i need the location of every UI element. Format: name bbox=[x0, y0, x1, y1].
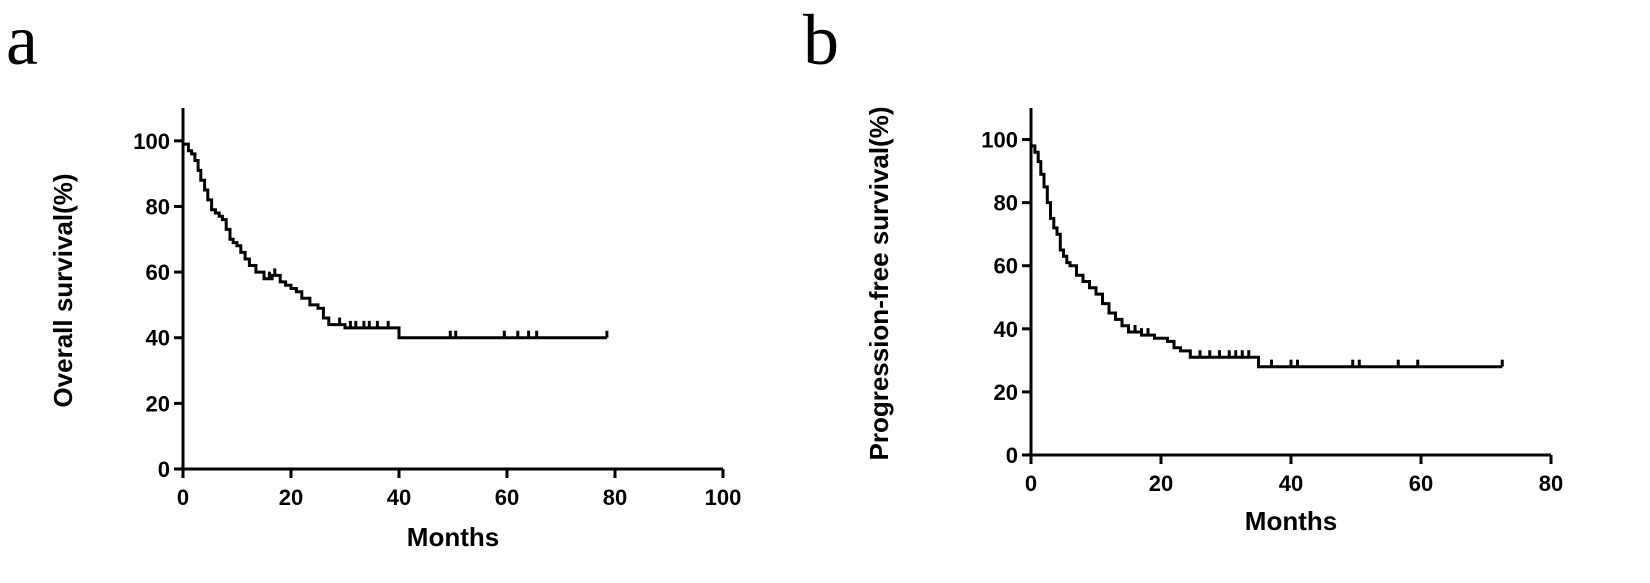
panel-label-a: a bbox=[6, 0, 38, 80]
panel-label-b: b bbox=[803, 0, 839, 80]
x-tick-label: 80 bbox=[1539, 471, 1563, 496]
x-tick-label: 60 bbox=[495, 485, 519, 510]
y-axis-title: Overall survival(%) bbox=[48, 173, 78, 407]
y-tick-label: 0 bbox=[1006, 443, 1018, 468]
survival-curve bbox=[1031, 144, 1503, 369]
x-tick-label: 80 bbox=[603, 485, 627, 510]
x-tick-label: 20 bbox=[279, 485, 303, 510]
y-tick-label: 40 bbox=[994, 317, 1018, 342]
chart-b: 0 20 40 60 80 0 20 40 60 80 100 Months Progression-f… bbox=[864, 106, 1563, 536]
chart-a: 0 20 40 60 80 100 0 20 40 60 80 100 Months Overall su… bbox=[48, 108, 741, 552]
y-axis-title: Progression-free survival(%) bbox=[864, 106, 894, 460]
y-tick-label: 80 bbox=[146, 194, 170, 219]
y-tick-label: 20 bbox=[994, 380, 1018, 405]
y-tick-label: 60 bbox=[994, 254, 1018, 279]
y-tick-label: 80 bbox=[994, 191, 1018, 216]
x-tick-label: 0 bbox=[177, 485, 189, 510]
x-tick-label: 40 bbox=[1279, 471, 1303, 496]
y-tick-label: 40 bbox=[146, 326, 170, 351]
x-axis-title: Months bbox=[1245, 506, 1337, 536]
survival-curve bbox=[183, 142, 607, 340]
y-tick-label: 100 bbox=[981, 128, 1018, 153]
x-tick-label: 20 bbox=[1149, 471, 1173, 496]
x-axis-title: Months bbox=[407, 522, 499, 552]
y-tick-label: 100 bbox=[133, 129, 170, 154]
x-tick-label: 0 bbox=[1025, 471, 1037, 496]
x-tick-label: 60 bbox=[1409, 471, 1433, 496]
x-tick-label: 100 bbox=[705, 485, 742, 510]
y-tick-label: 20 bbox=[146, 391, 170, 416]
y-tick-label: 60 bbox=[146, 260, 170, 285]
y-tick-label: 0 bbox=[158, 457, 170, 482]
x-tick-label: 40 bbox=[387, 485, 411, 510]
